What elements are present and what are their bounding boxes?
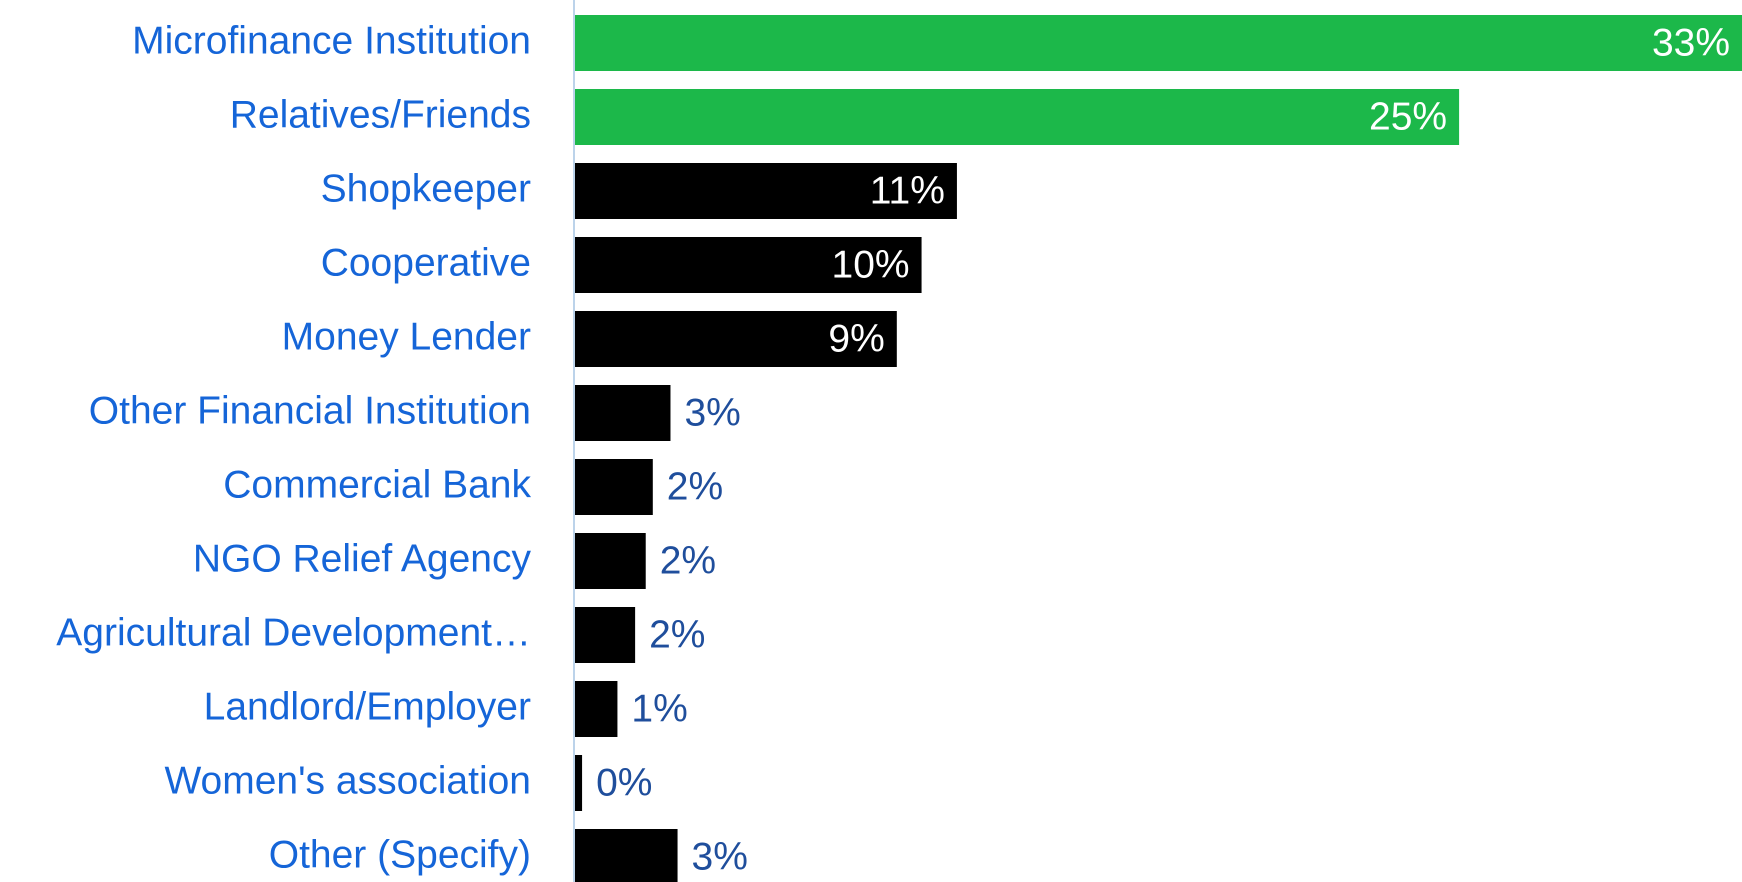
category-label: Cooperative xyxy=(321,241,531,284)
value-label: 25% xyxy=(1369,95,1447,138)
bar xyxy=(575,829,678,882)
bar xyxy=(575,607,636,663)
category-label: Other (Specify) xyxy=(269,833,531,876)
bar xyxy=(575,681,618,737)
category-label: Commercial Bank xyxy=(223,463,531,506)
bar xyxy=(575,533,646,589)
category-label: Microfinance Institution xyxy=(132,19,531,62)
category-label: Landlord/Employer xyxy=(204,685,531,728)
value-label: 0% xyxy=(596,761,652,804)
bar xyxy=(575,237,922,293)
value-label: 1% xyxy=(631,687,687,730)
value-label: 3% xyxy=(684,391,740,434)
category-label: Relatives/Friends xyxy=(230,93,531,136)
category-label: Women's association xyxy=(164,759,531,802)
bar xyxy=(575,311,897,367)
category-label: Money Lender xyxy=(282,315,531,358)
value-label: 2% xyxy=(667,465,723,508)
category-label: Other Financial Institution xyxy=(89,389,531,432)
value-label: 10% xyxy=(832,243,910,286)
bar xyxy=(575,163,957,219)
bar xyxy=(575,89,1460,145)
value-label: 33% xyxy=(1652,21,1730,64)
bar xyxy=(575,15,1742,71)
value-label: 2% xyxy=(660,539,716,582)
bar xyxy=(575,385,671,441)
value-label: 3% xyxy=(692,835,748,878)
value-label: 9% xyxy=(828,317,884,360)
bar xyxy=(575,459,653,515)
value-label: 2% xyxy=(649,613,705,656)
category-label: Shopkeeper xyxy=(321,167,531,210)
value-label: 11% xyxy=(870,169,945,212)
bar xyxy=(575,755,583,811)
category-label: Agricultural Development… xyxy=(56,611,531,654)
category-label: NGO Relief Agency xyxy=(193,537,532,580)
